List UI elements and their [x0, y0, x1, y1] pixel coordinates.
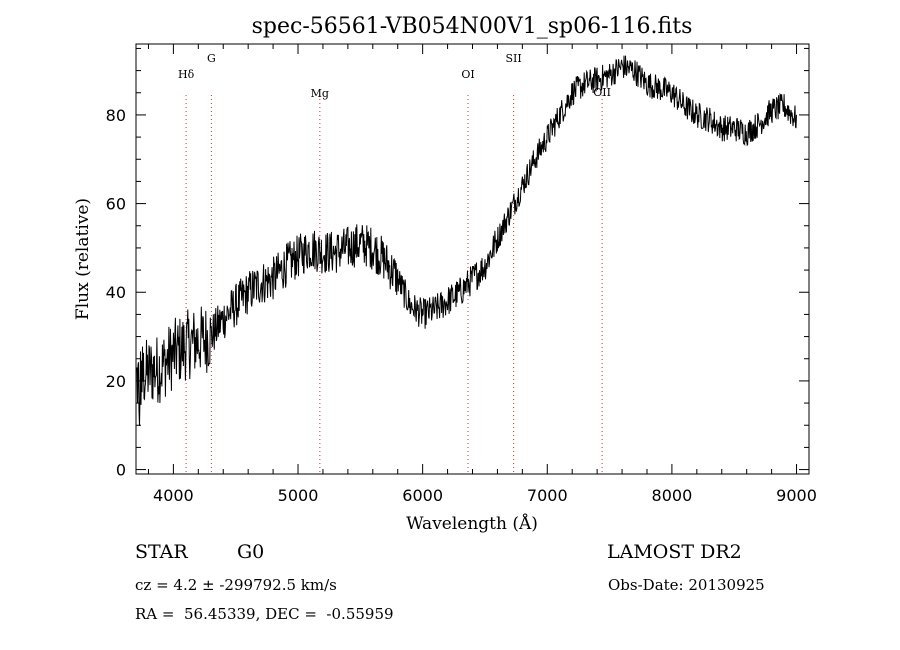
spectrum-series	[135, 55, 797, 427]
spectral-subclass: G0	[237, 541, 265, 563]
y-tick-label: 20	[106, 372, 126, 391]
y-axis-label: Flux (relative)	[73, 198, 93, 320]
x-axis-ticks: 4000 5000 6000 7000 8000 9000	[147, 44, 817, 505]
y-tick-label: 60	[106, 195, 126, 214]
chart-title: spec-56561-VB054N00V1_sp06-116.fits	[252, 14, 693, 39]
plot-frame	[135, 43, 810, 475]
y-tick-label: 0	[116, 461, 126, 480]
x-tick-label: 5000	[278, 486, 319, 505]
spectrum-line	[135, 55, 797, 427]
spectral-line-label: OI	[461, 68, 474, 81]
x-axis-label: Wavelength (Å)	[406, 513, 538, 534]
spectral-line-label: Mg	[311, 87, 329, 100]
spectral-line-label: Hδ	[178, 68, 195, 81]
x-tick-label: 6000	[402, 486, 443, 505]
spectral-line-label: G	[207, 52, 216, 65]
spectral-line-label: SII	[506, 52, 522, 65]
x-tick-label: 8000	[652, 486, 693, 505]
y-tick-label: 40	[106, 283, 126, 302]
survey-name: LAMOST DR2	[607, 541, 742, 563]
object-type: STAR	[135, 541, 188, 563]
x-tick-label: 4000	[153, 486, 194, 505]
observation-date: Obs-Date: 20130925	[608, 576, 765, 594]
y-tick-label: 80	[106, 106, 126, 125]
redshift-value: cz = 4.2 ± -299792.5 km/s	[135, 576, 337, 594]
coordinates: RA = 56.45339, DEC = -0.55959	[135, 605, 394, 623]
x-tick-label: 9000	[776, 486, 817, 505]
x-tick-label: 7000	[527, 486, 568, 505]
y-axis-ticks: 0 20 40 60 80	[106, 47, 809, 480]
